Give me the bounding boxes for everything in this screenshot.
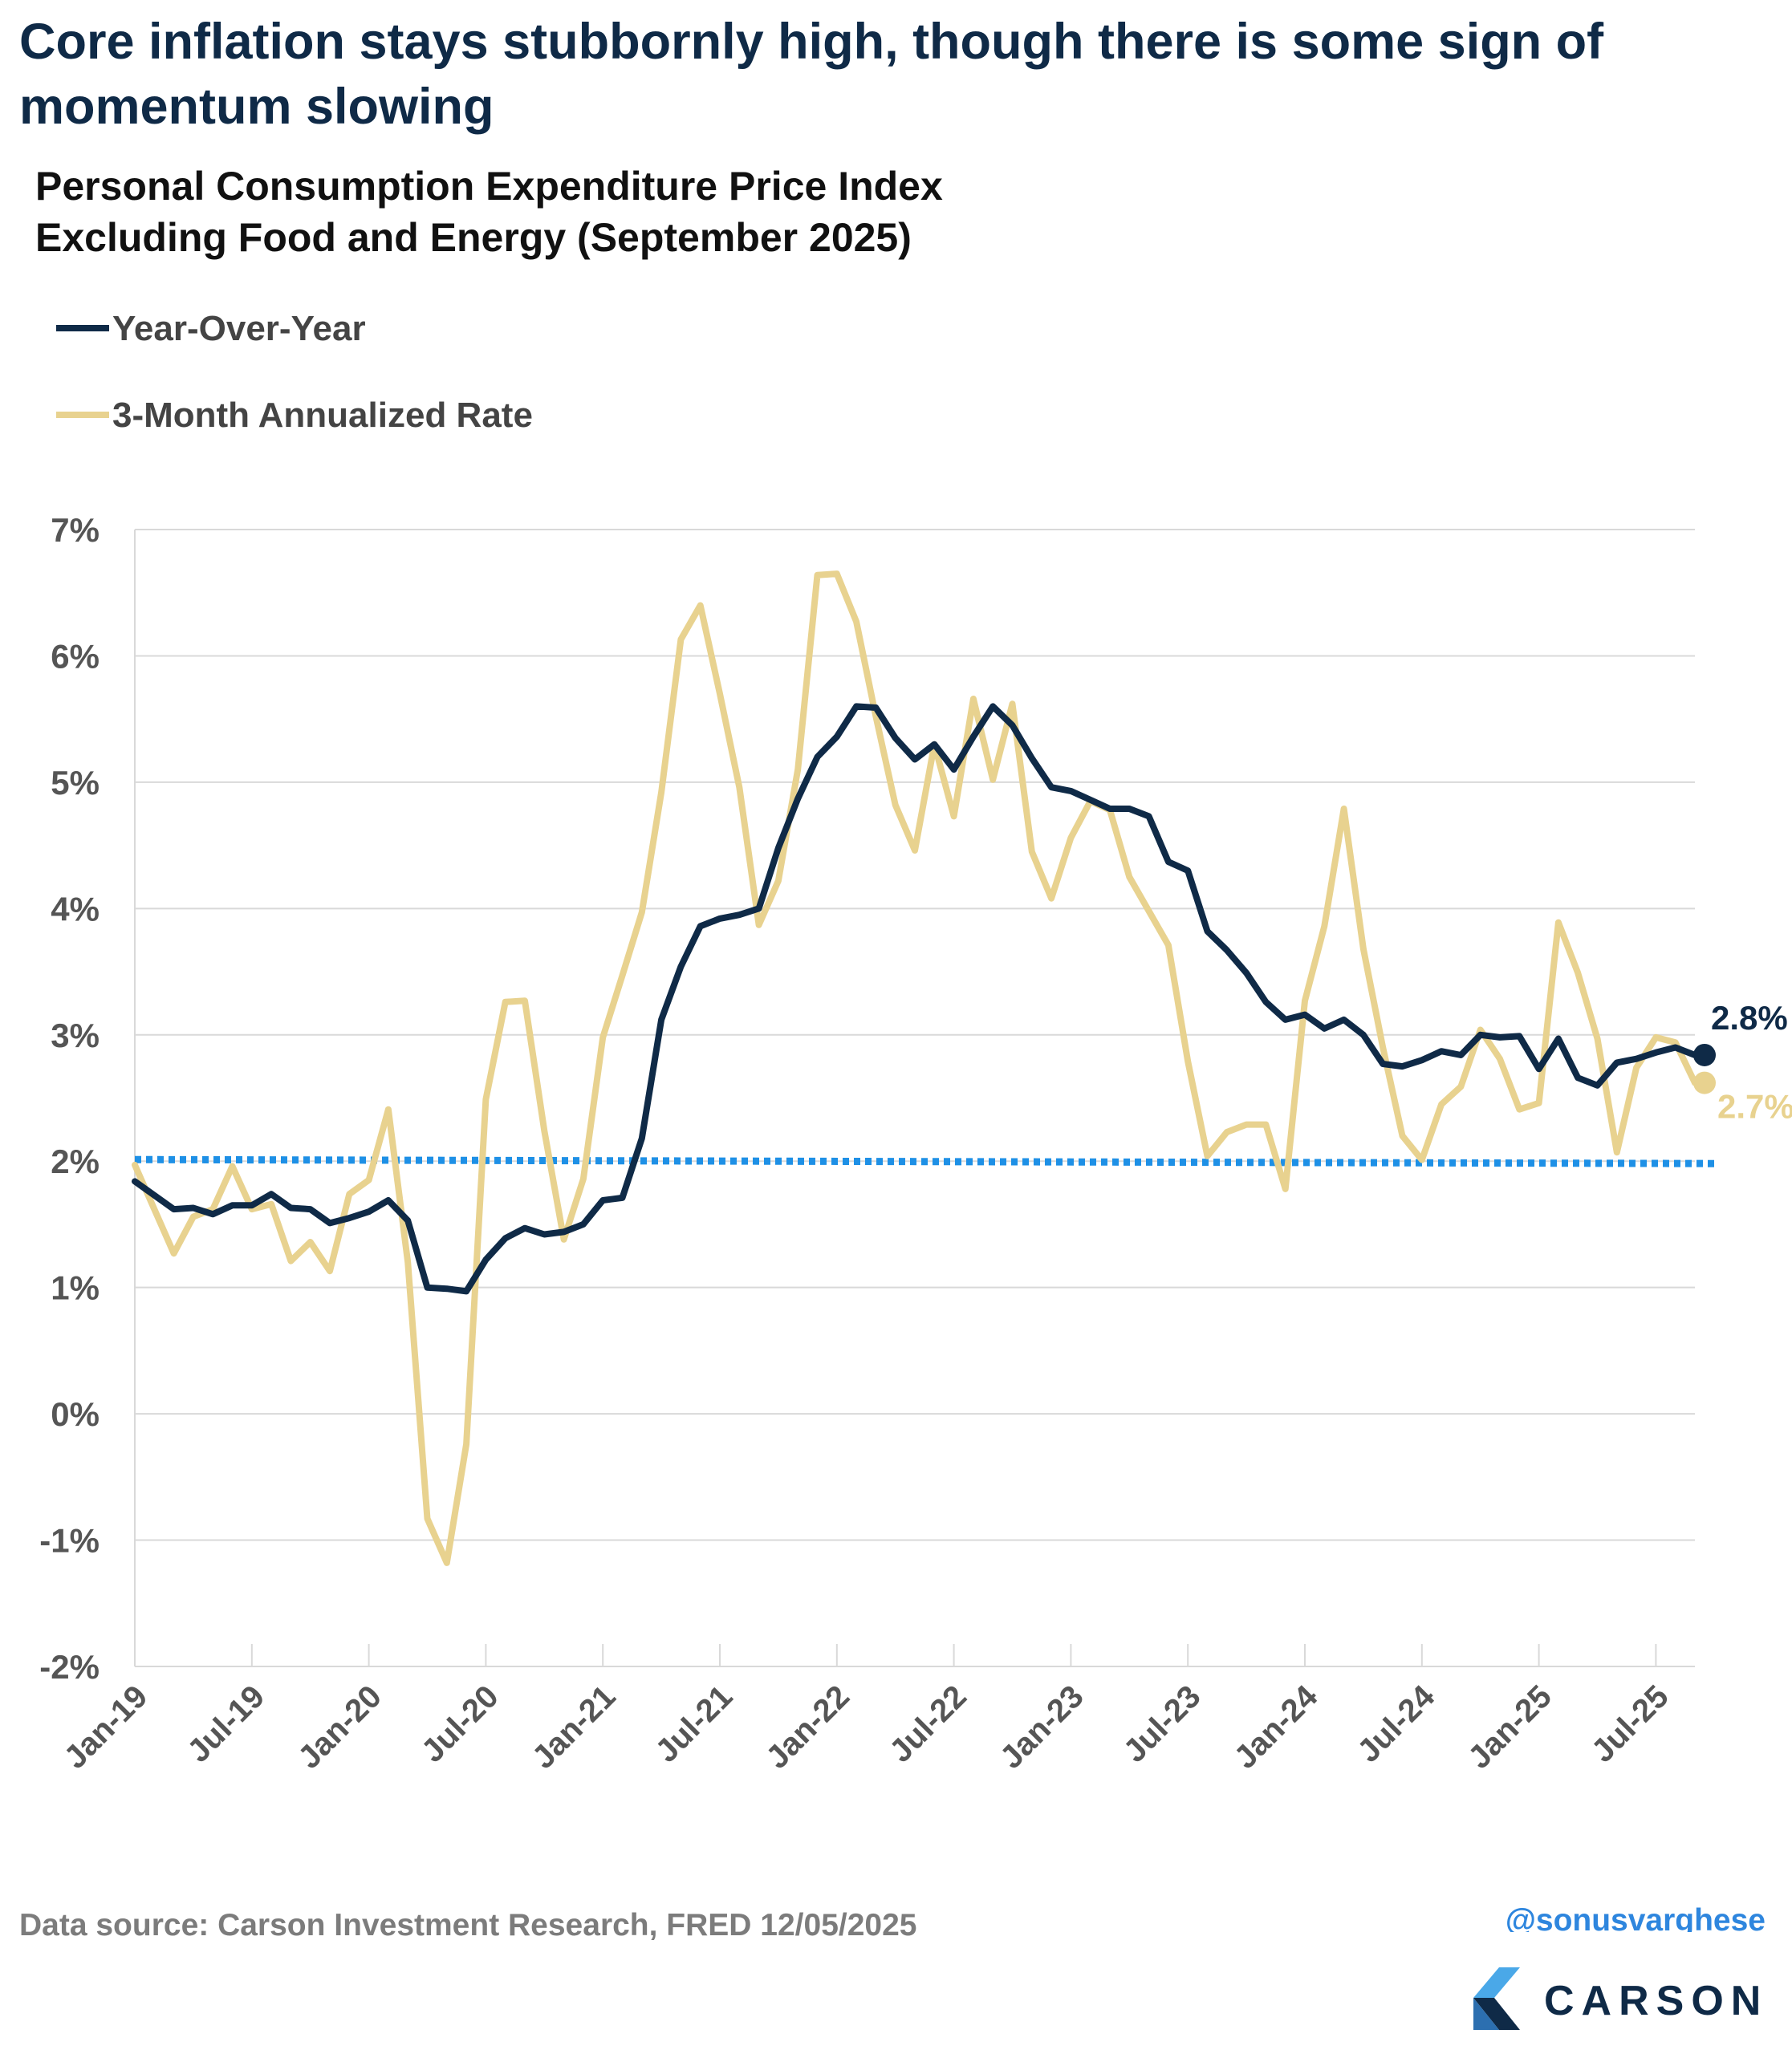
chart-subtitle: Personal Consumption Expenditure Price I… xyxy=(35,160,943,263)
x-tick-label: Jan-23 xyxy=(994,1679,1091,1776)
x-tick-label: Jan-25 xyxy=(1461,1679,1558,1776)
carson-logo-icon xyxy=(1473,1967,1520,2030)
legend-yoy: Year-Over-Year xyxy=(56,309,366,349)
carson-wordmark: CARSON xyxy=(1544,1978,1769,2024)
legend-yoy-label: Year-Over-Year xyxy=(112,309,366,348)
x-tick-label: Jan-20 xyxy=(291,1679,388,1776)
line-chart: -2% -1% 0% 1% 2% 3% 4% 5% 6% 7% Jan-19 Jul-19 Jan-20… xyxy=(39,511,1792,1776)
y-tick-label: 6% xyxy=(51,637,100,675)
yoy-endpoint-marker xyxy=(1693,1043,1716,1066)
subtitle-line-1: Personal Consumption Expenditure Price I… xyxy=(35,164,943,209)
x-tick-label: Jan-24 xyxy=(1228,1679,1325,1776)
y-tick-label: -1% xyxy=(39,1522,100,1560)
y-tick-label: 3% xyxy=(51,1017,100,1054)
three-month-series-line xyxy=(132,570,1698,1566)
x-tick-label: Jul-25 xyxy=(1585,1679,1676,1769)
target-2pct-line xyxy=(134,1155,1718,1167)
y-tick-label: 1% xyxy=(51,1269,100,1307)
three-month-end-label: 2.7% xyxy=(1717,1088,1792,1126)
subtitle-line-2: Excluding Food and Energy (September 202… xyxy=(35,215,912,260)
y-tick-label: 0% xyxy=(51,1395,100,1433)
x-tick-label: Jan-22 xyxy=(759,1679,856,1776)
x-tick-label: Jul-22 xyxy=(883,1679,973,1769)
legend-3month-swatch xyxy=(56,412,109,419)
yoy-series-line xyxy=(132,703,1698,1295)
x-tick-label: Jul-23 xyxy=(1117,1679,1208,1769)
yoy-end-label: 2.8% xyxy=(1711,999,1788,1037)
y-tick-label: -2% xyxy=(39,1648,100,1686)
x-tick-label: Jul-24 xyxy=(1351,1679,1441,1769)
y-tick-label: 5% xyxy=(51,764,100,802)
carson-logo: CARSON xyxy=(1467,1967,1772,2040)
y-tick-label: 4% xyxy=(51,890,100,928)
three-month-endpoint-marker xyxy=(1693,1071,1716,1094)
author-handle[interactable]: @sonusvarghese xyxy=(1505,1903,1766,1932)
data-source-note: Data source: Carson Investment Research,… xyxy=(19,1908,917,1942)
chart-headline: Core inflation stays stubbornly high, th… xyxy=(19,14,1604,135)
x-tick-label: Jul-19 xyxy=(181,1679,271,1769)
x-tick-label: Jan-19 xyxy=(58,1679,155,1776)
legend-yoy-swatch xyxy=(56,325,109,332)
legend-3month-label: 3-Month Annualized Rate xyxy=(112,396,533,435)
x-tick-label: Jul-21 xyxy=(649,1679,740,1769)
y-tick-label: 7% xyxy=(51,511,100,549)
legend-3month: 3-Month Annualized Rate xyxy=(56,396,533,436)
y-tick-label: 2% xyxy=(51,1143,100,1180)
x-tick-label: Jan-21 xyxy=(526,1679,623,1776)
x-tick-label: Jul-20 xyxy=(415,1679,506,1769)
